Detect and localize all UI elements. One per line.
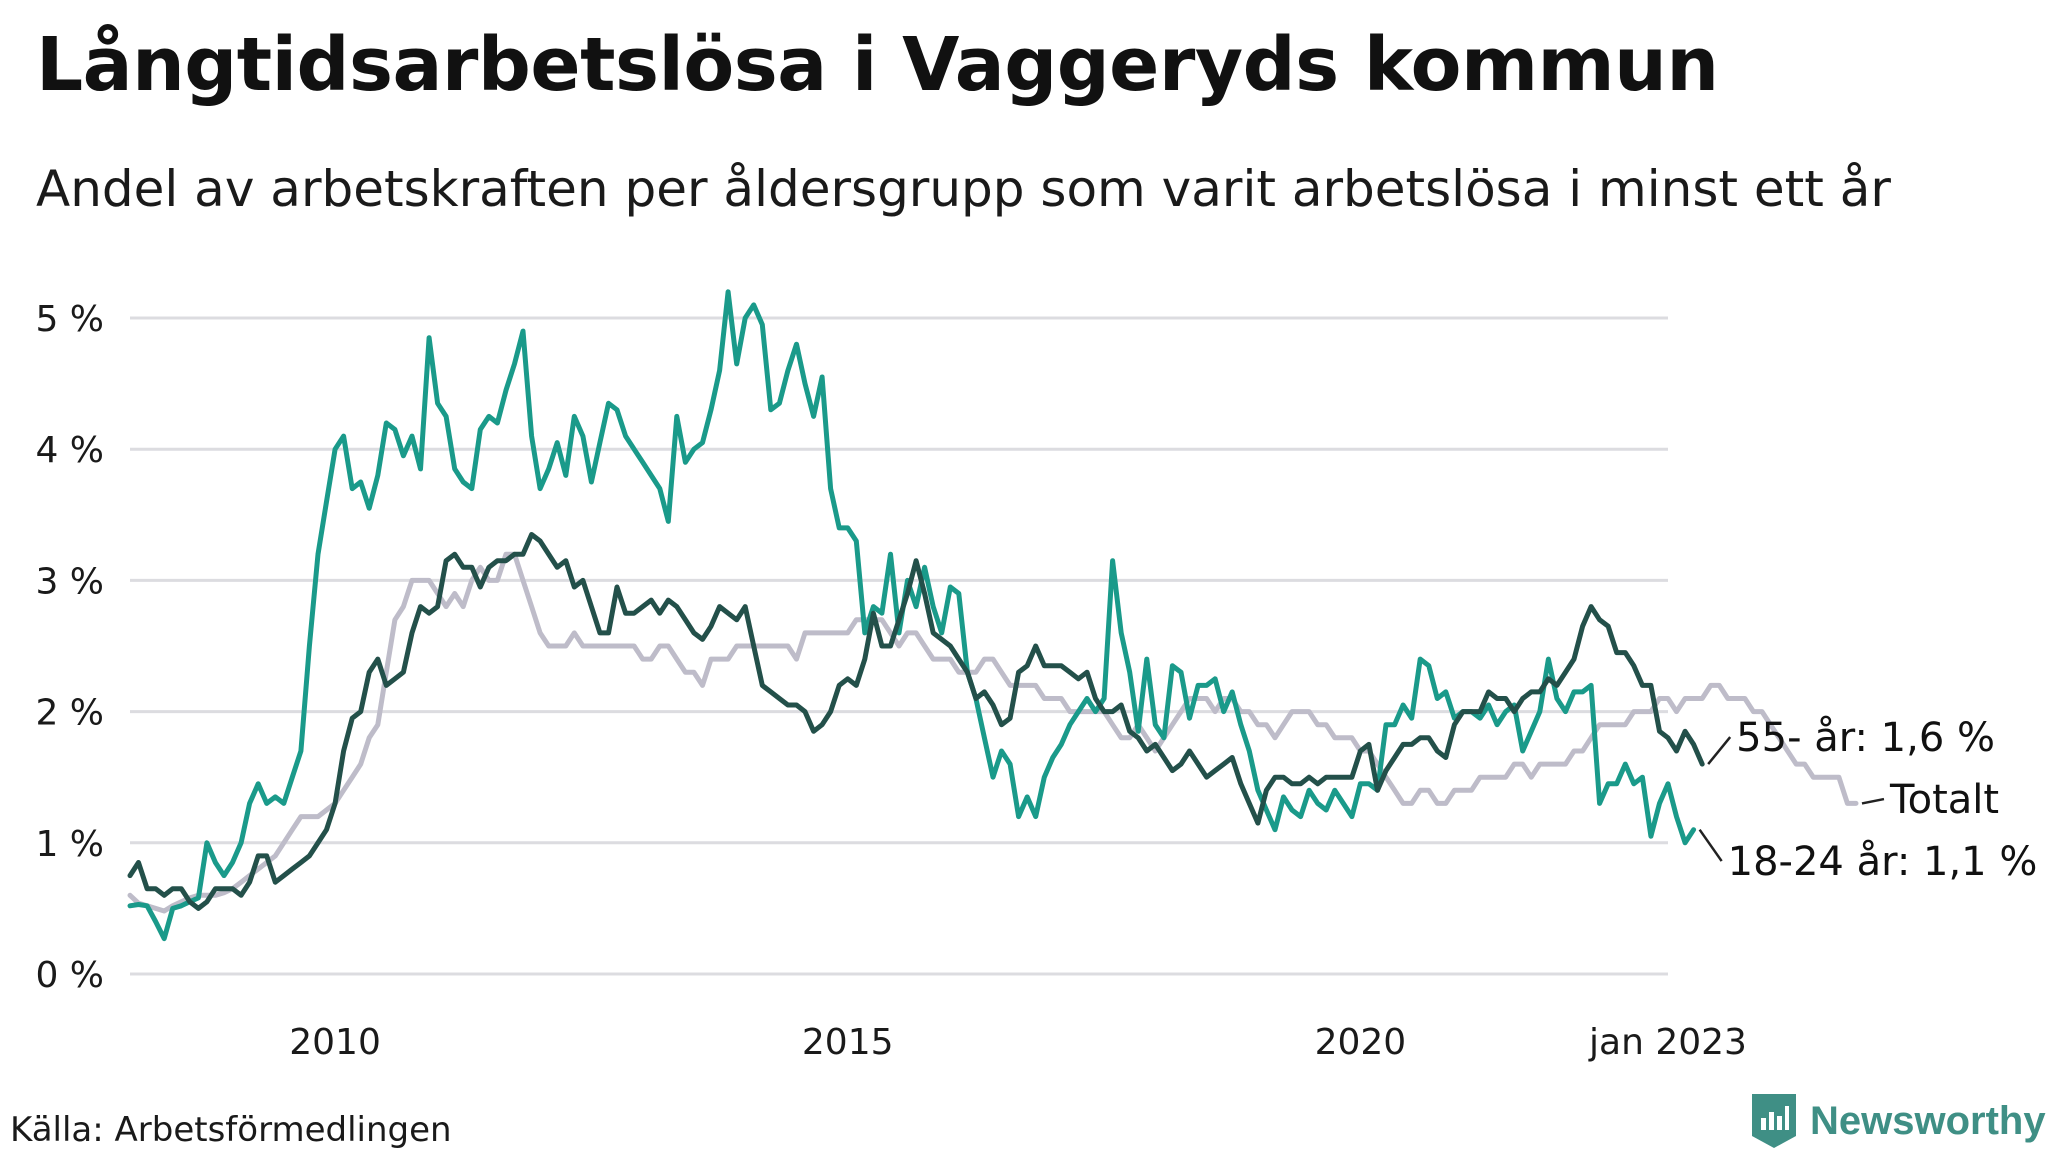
series-lines — [127, 289, 1859, 942]
series-line-totalt — [127, 551, 1859, 914]
x-tick-label: 2010 — [289, 1022, 381, 1063]
x-tick-label: 2015 — [802, 1022, 894, 1063]
y-tick-label: 2 % — [35, 693, 104, 734]
y-tick-label: 1 % — [35, 824, 104, 865]
source-note: Källa: Arbetsförmedlingen — [10, 1110, 452, 1150]
series-label: Totalt — [1889, 777, 1999, 823]
series-line-55-r — [127, 532, 1705, 911]
label-connector — [1698, 828, 1723, 862]
label-connector — [1707, 736, 1732, 765]
series-label: 55- år: 1,6 % — [1736, 715, 1995, 761]
y-tick-label: 4 % — [35, 430, 104, 471]
series-label: 18-24 år: 1,1 % — [1728, 839, 2038, 885]
y-tick-label: 3 % — [35, 561, 104, 602]
y-tick-label: 0 % — [35, 955, 104, 996]
label-connector — [1861, 797, 1885, 805]
y-axis-ticks: 0 % 1 % 2 % 3 % 4 % 5 % — [35, 299, 104, 996]
chart-subtitle: Andel av arbetskraften per åldersgrupp s… — [36, 160, 1891, 218]
x-tick-label: 2020 — [1315, 1022, 1407, 1063]
newsworthy-logo-icon — [1752, 1094, 1796, 1148]
brand-logo: Newsworthy — [1752, 1094, 2046, 1148]
brand-name: Newsworthy — [1810, 1098, 2046, 1143]
chart-title: Långtidsarbetslösa i Vaggeryds kommun — [36, 22, 1719, 108]
x-axis-ticks: 2010 2015 2020 jan 2023 — [289, 1022, 1747, 1063]
series-line-18-24-r — [127, 289, 1697, 942]
x-tick-label: jan 2023 — [1588, 1022, 1747, 1063]
series-labels: 55- år: 1,6 % Totalt 18-24 år: 1,1 % — [1698, 715, 2038, 885]
y-tick-label: 5 % — [35, 299, 104, 340]
